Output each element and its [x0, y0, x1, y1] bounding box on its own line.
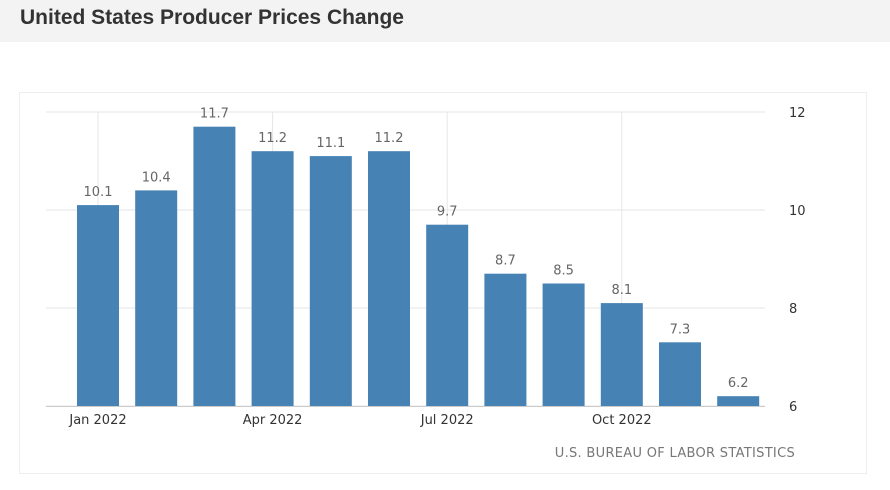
x-tick-label: Oct 2022	[592, 413, 652, 428]
y-tick-label: 10	[789, 204, 806, 219]
data-label: 11.2	[258, 131, 287, 146]
x-tick-label: Jan 2022	[68, 413, 126, 428]
bar	[600, 303, 643, 406]
data-label: 10.4	[142, 170, 171, 185]
bar	[193, 126, 236, 406]
y-tick-label: 12	[789, 106, 806, 121]
data-label: 8.1	[611, 283, 632, 298]
data-label: 8.7	[495, 254, 516, 269]
data-label: 11.7	[200, 107, 229, 122]
data-label: 7.3	[670, 322, 691, 337]
chart-panel	[19, 92, 867, 474]
bar	[135, 190, 178, 406]
x-tick-label: Jul 2022	[420, 413, 474, 428]
data-label: 10.1	[84, 185, 113, 200]
data-label: 11.1	[316, 136, 345, 151]
bar	[484, 273, 527, 406]
bar	[542, 283, 585, 406]
bar	[309, 156, 352, 406]
bar	[251, 151, 294, 406]
source-label: U.S. BUREAU OF LABOR STATISTICS	[554, 446, 795, 461]
y-tick-label: 8	[789, 302, 797, 317]
data-label: 6.2	[728, 376, 749, 391]
bar	[426, 224, 469, 406]
data-label: 11.2	[375, 131, 404, 146]
x-tick-label: Apr 2022	[243, 413, 303, 428]
bar	[77, 205, 119, 406]
bar	[368, 151, 410, 406]
data-label: 8.5	[553, 264, 574, 279]
bar	[717, 396, 760, 406]
data-label: 9.7	[437, 205, 458, 220]
chart-title: United States Producer Prices Change	[20, 6, 404, 29]
header-bar: United States Producer Prices Change	[0, 0, 890, 42]
bar	[659, 342, 701, 406]
y-tick-label: 6	[789, 400, 797, 415]
